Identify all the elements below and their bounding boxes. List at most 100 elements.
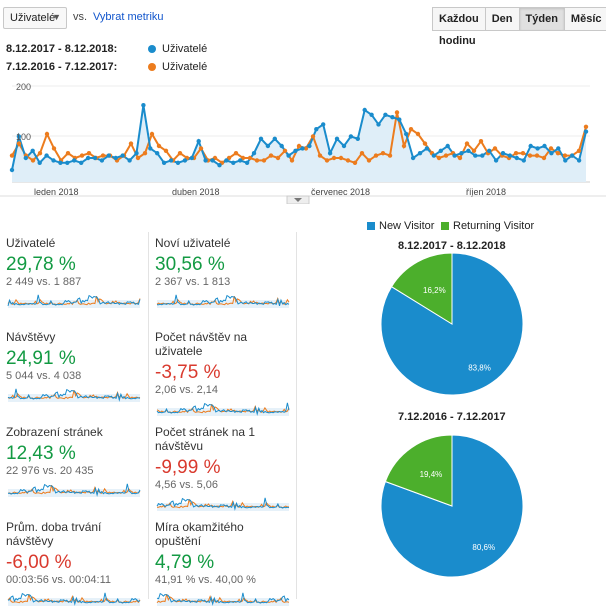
series2-point (534, 153, 540, 158)
metric-tile-values: 4,56 vs. 5,06 (155, 479, 218, 491)
returning-visitor-swatch (441, 222, 449, 230)
metric-tile-change: 24,91 % (6, 348, 76, 369)
series1-point (500, 151, 506, 156)
metric-tile-values: 2 367 vs. 1 813 (155, 276, 231, 288)
series2-point (268, 153, 274, 158)
sparkline-series (157, 294, 290, 307)
series2-label: Uživatelé (162, 61, 208, 73)
metric-tile[interactable]: Prům. doba trvání návštěvy -6,00 % 00:03:5… (6, 520, 142, 613)
series1-point (134, 151, 139, 156)
series1-point (217, 163, 222, 168)
series1-point (459, 151, 464, 156)
sparkline-series (156, 402, 290, 416)
metric-tile[interactable]: Míra okamžitého opuštění 4,79 % 41,91 % vs… (155, 520, 291, 613)
series1-point (535, 146, 540, 151)
series1-point (65, 160, 70, 165)
series1-point (127, 158, 132, 163)
series2-point (548, 146, 554, 151)
metric-tile[interactable]: Zobrazení stránek 12,43 % 22 976 vs. 20 43… (6, 425, 142, 504)
series1-point (210, 158, 215, 163)
series1-point (265, 143, 271, 149)
metric-tile[interactable]: Počet stránek na 1 návštěvu -9,99 % 4,56 v… (155, 425, 291, 518)
series1-point (348, 134, 354, 139)
series1-point (362, 107, 367, 113)
metric-tile-change: 30,56 % (155, 254, 225, 275)
series2-point (352, 160, 358, 165)
pie1-title: 8.12.2017 - 8.12.2018 (398, 240, 506, 252)
series1-point (528, 143, 533, 149)
sparkline-series (156, 403, 290, 414)
series1-point (383, 112, 388, 117)
series2-point (65, 151, 71, 156)
metric-tile[interactable]: Návštěvy 24,91 % 5 044 vs. 4 038 (6, 330, 142, 409)
sparkline-series (157, 498, 289, 509)
series1-point (410, 155, 416, 161)
series2-point (457, 155, 463, 161)
metric-tile[interactable]: Počet návštěv na uživatele -3,75 % 2,06 vs… (155, 330, 291, 423)
series2-point (37, 151, 43, 156)
series1-point (542, 143, 547, 149)
series2-point (247, 155, 253, 161)
hourly-button[interactable]: Každou hodinu (432, 7, 486, 47)
series1-point (341, 143, 347, 149)
month-button[interactable]: Měsíc (563, 7, 606, 31)
series2-point (282, 148, 288, 153)
series2-point (156, 143, 162, 149)
metric-sparkline (7, 483, 141, 497)
series1-point (85, 155, 91, 161)
series1-point (355, 136, 360, 141)
users-line-chart: 200 100 leden 2018 duben 2018 červenec 2… (9, 82, 590, 197)
sparkline-series (8, 483, 141, 497)
metric-tile-label: Počet stránek na 1 návštěvu (155, 425, 256, 453)
metric-sparkline (156, 497, 290, 511)
series1-point (182, 158, 188, 163)
series2-point (436, 155, 442, 161)
range1-label: 8.12.2017 - 8.12.2018: (6, 43, 118, 55)
series2-point (310, 134, 316, 139)
day-button[interactable]: Den (484, 7, 520, 31)
metric-tile-label: Zobrazení stránek (6, 425, 103, 439)
series2-point (261, 158, 267, 163)
series2-point (562, 153, 568, 158)
series1-point (113, 155, 118, 161)
series1-point (244, 160, 250, 165)
series1-point (203, 158, 208, 163)
y-tick-100: 100 (16, 132, 31, 142)
metric-tile-values: 00:03:56 vs. 00:04:11 (6, 574, 111, 586)
series2-point (303, 146, 309, 151)
pie2-title: 7.12.2016 - 7.12.2017 (398, 411, 506, 423)
sparkline-series (7, 388, 141, 402)
metric-tile[interactable]: Uživatelé 29,78 % 2 449 vs. 1 887 (6, 236, 142, 315)
metric-tile-values: 2 449 vs. 1 887 (6, 276, 82, 288)
select-metric-link[interactable]: Vybrat metriku (93, 11, 164, 23)
series2-point (79, 153, 85, 158)
series1-point (583, 129, 589, 134)
series2-point (128, 141, 134, 146)
metric-tile-label: Návštěvy (6, 330, 56, 344)
series1-point (549, 151, 554, 156)
series1-point (251, 151, 257, 156)
range2-label: 7.12.2016 - 7.12.2017: (6, 61, 118, 73)
series1-point (473, 153, 478, 158)
series1-point (570, 153, 575, 158)
series1-point (106, 153, 112, 158)
week-button[interactable]: Týden (518, 7, 565, 31)
metric-select[interactable]: Uživatelé ▼ (3, 7, 67, 29)
series1-point (307, 143, 312, 149)
series2-point (541, 155, 547, 161)
series1-point (576, 158, 582, 163)
series2-point (254, 158, 260, 163)
sparkline-area (8, 300, 140, 308)
metric-tile-values: 5 044 vs. 4 038 (6, 370, 82, 382)
series1-point (120, 153, 125, 158)
metric-tile[interactable]: Noví uživatelé 30,56 % 2 367 vs. 1 813 (155, 236, 291, 315)
series2-point (296, 143, 302, 149)
metric-tile-change: -6,00 % (6, 552, 72, 573)
sparkline-series (7, 592, 141, 606)
series1-point (37, 160, 42, 165)
series2-point (86, 151, 92, 156)
series2-point (233, 151, 239, 156)
series1-point (272, 136, 277, 141)
series2-point (394, 110, 400, 115)
series1-point (196, 139, 201, 144)
